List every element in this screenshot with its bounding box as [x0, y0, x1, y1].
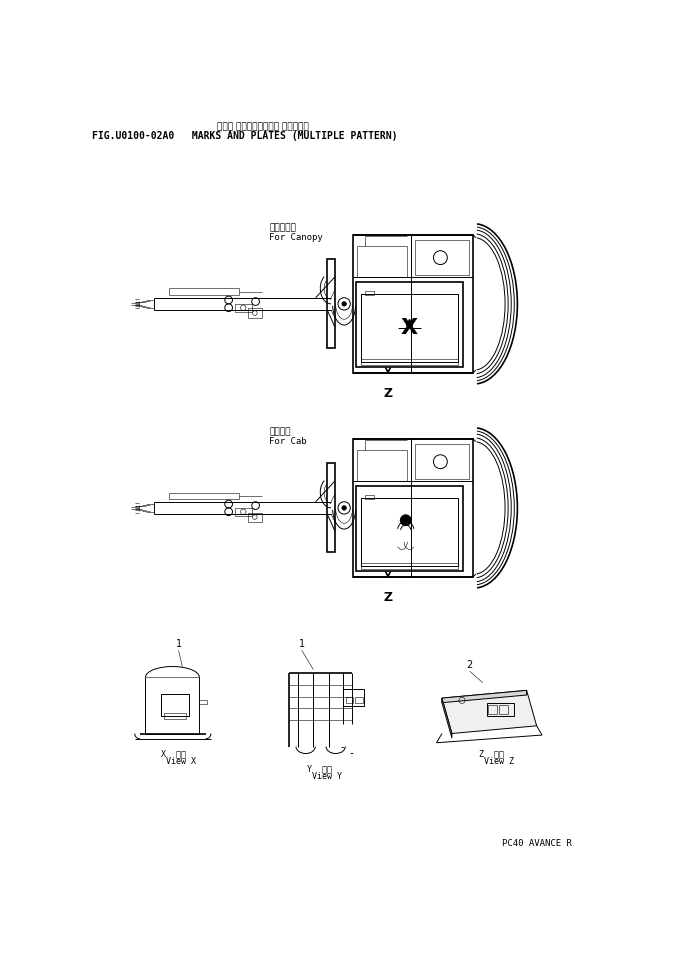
Bar	[365, 494, 375, 499]
Text: 1: 1	[299, 638, 305, 649]
Text: Z: Z	[383, 387, 393, 400]
Bar	[354, 234, 473, 373]
Polygon shape	[442, 698, 452, 738]
Text: キャノピ用: キャノピ用	[270, 224, 296, 232]
Bar	[415, 444, 469, 479]
Text: Z: Z	[383, 591, 393, 604]
Bar	[235, 304, 251, 312]
Bar	[487, 704, 514, 716]
Text: X  正面: X 正面	[161, 749, 186, 758]
Bar	[361, 359, 458, 365]
Bar	[356, 487, 464, 571]
Text: For Canopy: For Canopy	[270, 233, 323, 242]
Text: View Y: View Y	[312, 772, 342, 781]
Bar	[161, 694, 189, 716]
Bar	[365, 291, 375, 296]
Text: View Z: View Z	[483, 756, 514, 766]
Circle shape	[400, 515, 411, 526]
Bar	[361, 498, 458, 565]
Text: X: X	[401, 318, 418, 338]
Bar	[327, 464, 335, 552]
Text: -: -	[341, 742, 345, 752]
Bar	[327, 259, 335, 348]
Text: Y  正面: Y 正面	[307, 764, 332, 774]
Text: For Cab: For Cab	[270, 438, 307, 446]
Bar	[415, 240, 469, 275]
Bar	[355, 697, 362, 703]
Text: マーク プレート（マルチ パターン）: マーク プレート（マルチ パターン）	[217, 122, 309, 132]
Bar	[499, 705, 508, 714]
Text: 1: 1	[176, 638, 182, 649]
Bar	[356, 282, 464, 367]
Bar	[345, 697, 354, 703]
Bar	[235, 508, 251, 516]
Bar	[343, 689, 364, 706]
Polygon shape	[442, 690, 537, 733]
Text: キャブ用: キャブ用	[270, 427, 291, 436]
Bar	[354, 439, 473, 577]
Text: 2: 2	[466, 660, 473, 670]
Polygon shape	[442, 690, 527, 703]
Bar	[248, 308, 262, 318]
Text: -: -	[350, 748, 354, 758]
Text: FIG.U0100-02A0   MARKS AND PLATES (MULTIPLE PATTERN): FIG.U0100-02A0 MARKS AND PLATES (MULTIPL…	[93, 131, 398, 140]
Bar	[361, 564, 458, 568]
Circle shape	[342, 301, 346, 306]
Text: View X: View X	[166, 756, 195, 766]
Text: PC40 AVANCE R: PC40 AVANCE R	[502, 839, 572, 849]
Bar	[361, 294, 458, 362]
Bar	[248, 513, 262, 522]
Bar	[164, 713, 185, 719]
Bar	[488, 705, 498, 714]
Circle shape	[342, 506, 346, 510]
Text: Z  正面: Z 正面	[479, 749, 504, 758]
